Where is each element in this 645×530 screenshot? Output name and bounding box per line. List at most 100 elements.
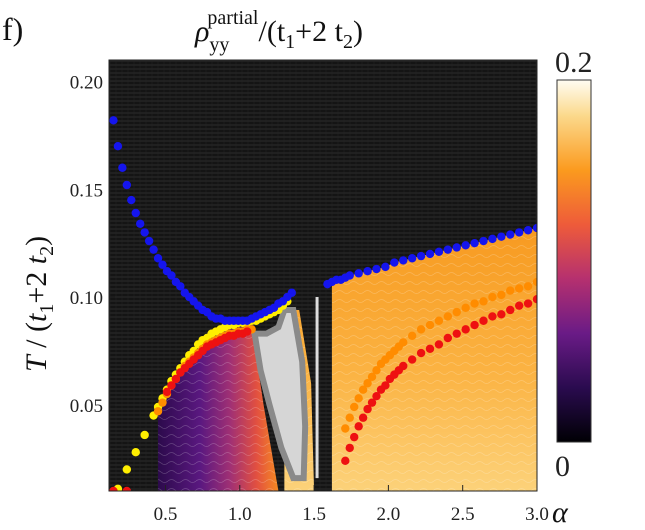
point-red [461,325,470,334]
point-orange [363,379,372,388]
colorbar-min-label: 0 [555,450,570,483]
point-red [162,387,172,397]
point-blue [136,219,145,228]
point-blue [452,243,461,252]
svg-text:T / (t1+2 t2): T / (t1+2 t2) [20,236,58,372]
point-red [443,333,453,343]
point-red [399,361,408,371]
point-orange [416,325,426,334]
point-red [358,413,368,422]
point-blue [131,208,140,218]
point-blue [532,223,537,233]
x-tick-label: 1.5 [302,504,326,525]
point-blue [176,282,185,291]
point-orange [443,312,453,321]
point-blue [354,269,363,278]
point-red [350,432,359,442]
point-red [470,320,479,330]
point-blue [149,245,158,254]
point-blue [345,271,354,280]
point-orange [497,290,506,300]
point-red [354,422,363,431]
point-orange [452,307,461,317]
point-red [122,486,132,491]
point-blue [113,142,123,151]
point-blue [497,232,506,241]
point-orange [506,286,515,295]
point-blue [407,254,417,263]
point-red [523,299,533,308]
point-red [381,381,390,390]
point-blue [363,266,372,276]
point-red [479,316,488,325]
point-blue [287,288,296,297]
chart-title: ρyypartial/(t1+2 t2) [194,7,363,56]
point-red [407,355,417,364]
point-orange [461,303,470,313]
x-tick-label: 0.5 [154,504,178,525]
point-blue [167,271,176,280]
point-blue [434,247,444,256]
x-tick-label: 3.0 [525,504,549,525]
point-blue [443,245,453,254]
y-tick-label: 0.20 [70,73,103,94]
point-orange [354,394,363,403]
point-red [243,327,252,336]
plot-frame [108,59,538,492]
point-red [345,443,354,453]
point-blue [461,241,470,250]
point-red [341,456,350,466]
point-orange [158,398,167,407]
point-blue [153,254,163,263]
x-tick-label: 2.0 [377,504,401,525]
y-tick-label: 0.05 [70,396,103,417]
point-yellow [131,448,140,457]
point-yellow [122,465,132,474]
point-blue [144,236,154,246]
point-orange [341,424,350,433]
y-axis-label: T / (t1+2 t2) [20,236,58,372]
point-red [363,404,372,414]
point-orange [488,292,497,302]
point-red [532,295,537,304]
point-orange [399,338,408,347]
point-orange [479,297,488,306]
point-blue [109,116,118,125]
point-orange [532,277,537,287]
point-red [434,340,444,349]
point-orange [358,385,368,394]
point-blue [416,251,426,261]
point-blue [390,258,399,267]
point-red [372,391,381,401]
point-blue [372,264,381,274]
point-orange [407,331,417,341]
point-orange [523,282,533,291]
point-blue [479,236,488,246]
point-blue [523,226,533,235]
point-blue [399,256,408,265]
panel-label: f) [2,11,23,47]
y-tick-label: 0.15 [70,180,103,201]
x-axis-label: α [552,496,569,529]
point-blue [425,249,435,259]
colorbar-max-label: 0.2 [555,46,593,79]
point-red [167,381,176,390]
y-tick-label: 0.10 [70,288,103,309]
gray-region [251,306,309,482]
point-blue [127,195,136,205]
point-red [488,312,497,321]
point-blue [118,163,127,172]
point-orange [350,402,359,412]
point-red [514,301,524,310]
point-blue [488,234,497,244]
point-red [416,348,426,358]
point-blue [381,262,390,272]
point-red [109,486,118,491]
point-orange [372,366,381,375]
point-orange [345,413,354,422]
point-red [367,398,377,407]
point-blue [140,228,149,237]
x-tick-label: 1.0 [228,504,252,525]
point-red [506,305,515,315]
